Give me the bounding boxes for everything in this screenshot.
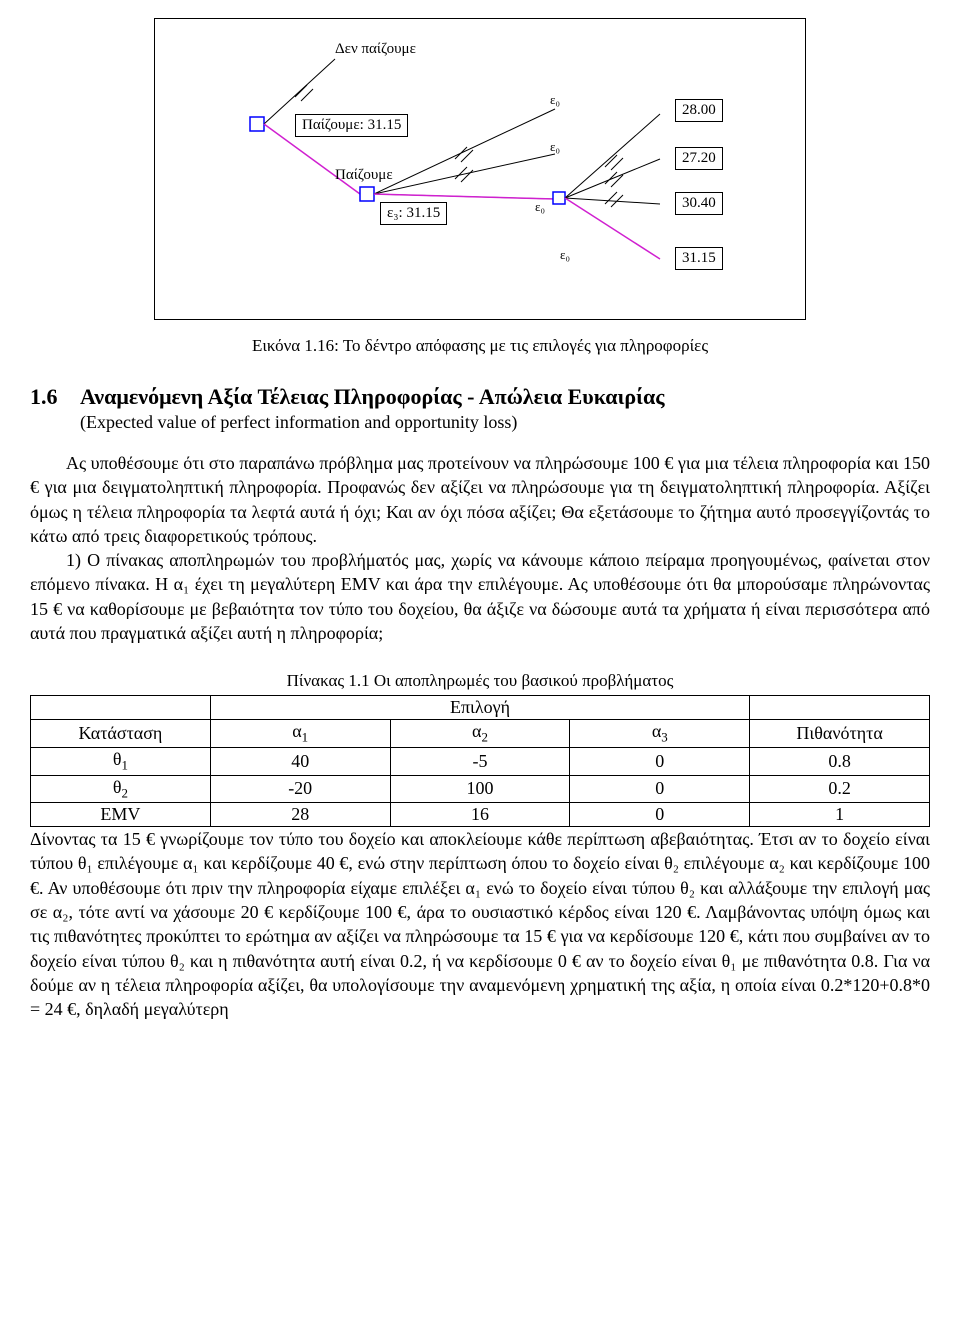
- paragraph-3: Δίνοντας τα 15 € γνωρίζουμε τον τύπο του…: [30, 827, 930, 1021]
- paragraph-2: 1) Ο πίνακας αποπληρωμών του προβλήματός…: [30, 548, 930, 645]
- label-play: Παίζουμε: [335, 167, 393, 184]
- section-number: 1.6: [30, 384, 80, 410]
- section-heading: 1.6 Αναμενόμενη Αξία Τέλειας Πληροφορίας…: [30, 384, 930, 410]
- leaf-line-4: [565, 198, 660, 259]
- table-row-head2: Κατάσταση α1 α2 α3 Πιθανότητα: [31, 720, 930, 748]
- col-a2: α2: [390, 720, 570, 748]
- col-a3: α3: [570, 720, 750, 748]
- label-e-2: ε₀: [550, 139, 560, 155]
- leaf-value-1: 28.00: [675, 99, 723, 122]
- figure-caption: Εικόνα 1.16: Το δέντρο απόφασης με τις ε…: [30, 336, 930, 356]
- label-no-play: Δεν παίζουμε: [335, 41, 416, 58]
- decision-node-root: [250, 117, 264, 131]
- label-e-4: ε₀: [560, 247, 570, 263]
- label-play-value: Παίζουμε: 31.15: [295, 114, 408, 137]
- branch-e2: [374, 154, 555, 194]
- leaf-line-2: [565, 159, 660, 198]
- label-e3: ε₃: 31.15: [380, 202, 447, 225]
- label-e-3: ε₀: [535, 199, 545, 215]
- branch-e3-highlight: [374, 194, 555, 199]
- table-row: θ1 40 -5 0 0.8: [31, 747, 930, 775]
- leaf-line-3: [565, 198, 660, 204]
- col-prob: Πιθανότητα: [750, 720, 930, 748]
- table-caption: Πίνακας 1.1 Οι αποπληρωμές του βασικού π…: [30, 671, 930, 691]
- decision-tree-figure: Δεν παίζουμε Παίζουμε: 31.15 Παίζουμε ε₃…: [154, 18, 806, 320]
- leaf-value-3: 30.40: [675, 192, 723, 215]
- label-e-1: ε₀: [550, 92, 560, 108]
- col-a1: α1: [210, 720, 390, 748]
- table-row: θ2 -20 100 0 0.2: [31, 775, 930, 803]
- section-subtitle: (Expected value of perfect information a…: [80, 412, 930, 433]
- leaf-value-4: 31.15: [675, 247, 723, 270]
- col-state: Κατάσταση: [31, 720, 211, 748]
- chance-node: [553, 192, 565, 204]
- paragraph-1: Ας υποθέσουμε ότι στο παραπάνω πρόβλημα …: [30, 451, 930, 548]
- decision-node-play: [360, 187, 374, 201]
- table-row: EMV 28 16 0 1: [31, 803, 930, 827]
- table-head-choice: Επιλογή: [210, 696, 749, 720]
- payoff-table: Επιλογή Κατάσταση α1 α2 α3 Πιθανότητα θ1…: [30, 695, 930, 827]
- section-title: Αναμενόμενη Αξία Τέλειας Πληροφορίας - Α…: [80, 384, 665, 410]
- leaf-value-2: 27.20: [675, 147, 723, 170]
- table-row-head1: Επιλογή: [31, 696, 930, 720]
